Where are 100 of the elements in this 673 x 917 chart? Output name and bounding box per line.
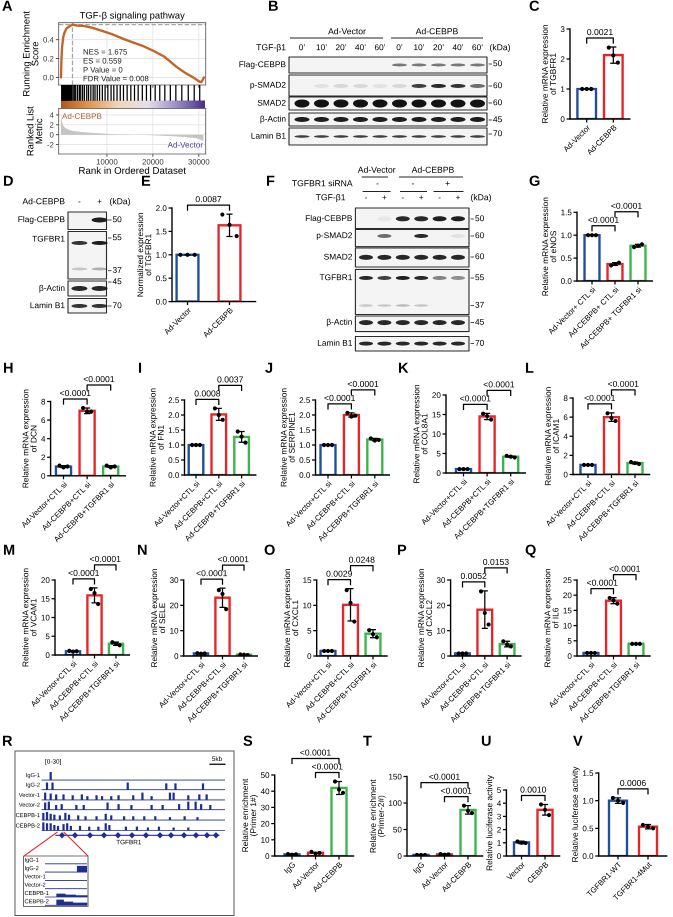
y-tick-label: 20 <box>41 577 50 583</box>
y-tick-label: 1.0 <box>156 252 167 258</box>
category-label: 45 <box>475 319 484 325</box>
y-tick-label: 0.0 <box>560 278 572 284</box>
text: L <box>526 362 534 373</box>
y-tick-label: 10 <box>261 837 270 843</box>
y-tick-label: 2.0 <box>300 412 310 418</box>
category-label: 55 <box>112 234 122 240</box>
y-tick-label: 20 <box>261 820 270 827</box>
text: (kDa) <box>490 44 510 52</box>
text: <0.0001 <box>68 570 100 576</box>
text: O <box>264 544 275 555</box>
y-tick-label: 2.0 <box>156 205 167 211</box>
category-label: Flag-CEBPB <box>239 61 286 69</box>
y-tick-label: 0 <box>441 653 446 659</box>
text: 0.0029 <box>326 570 352 577</box>
category-label: TGFBR1 <box>320 274 352 280</box>
annotation: 0.0006 <box>620 780 646 786</box>
y-tick-label: 4 <box>564 434 568 440</box>
text: <0.0001 <box>608 380 639 387</box>
text: 0.0087 <box>196 196 222 202</box>
text: Ad-CEBPB <box>22 198 65 204</box>
y-tick-label: 1.5 <box>561 210 572 216</box>
y-axis-title: Relative enrichment (Primer 1#) <box>242 778 258 852</box>
text: <0.0001 <box>611 202 642 209</box>
text: Ad-Vector <box>328 28 366 34</box>
y-tick-label: 0.0 <box>582 853 594 859</box>
annotation: 0.0021 <box>587 29 613 36</box>
text: C <box>530 0 540 11</box>
text: Q <box>526 544 536 558</box>
y-tick-label: 30 <box>436 577 446 583</box>
y-tick-label: 40 <box>260 788 270 794</box>
category-label: Lamin B1 <box>30 302 65 308</box>
text: H <box>4 362 13 373</box>
category-label: + <box>456 195 460 200</box>
category-label: + <box>419 195 424 200</box>
category-label: 60 <box>475 253 484 260</box>
text: (kDa) <box>110 198 130 206</box>
category-label: 70 <box>112 302 122 308</box>
category-label: p-SMAD2 <box>250 82 286 90</box>
y-tick-label: 15 <box>303 577 312 583</box>
text: TGF-β1 <box>316 194 346 202</box>
text: S <box>243 736 252 746</box>
y-tick-label: 2 <box>560 56 564 62</box>
y-tick-label: 5 <box>436 450 441 456</box>
y-tick-label: 50 <box>260 772 270 778</box>
text: TGFBR1 siRNA <box>292 180 353 186</box>
category-label: 50 <box>112 216 122 222</box>
annotation: <0.0001 <box>460 395 491 402</box>
category-label: TGFBR1 <box>32 236 65 242</box>
y-axis-title: Ranked List Metric <box>26 106 42 156</box>
category-label: 45 <box>493 116 502 122</box>
text: 0.0052 <box>460 572 486 579</box>
category-label: Flag-CEBPB <box>18 216 65 224</box>
category-label: p-SMAD2 <box>316 232 352 240</box>
y-tick-label: 0 <box>497 853 501 859</box>
y-tick-label: 0.5 <box>582 826 594 832</box>
text: 0.0008 <box>194 390 220 396</box>
y-tick-label: 15 <box>42 596 50 602</box>
y-tick-label: 1.0 <box>300 442 310 448</box>
category-label: 60 <box>475 232 484 238</box>
y-tick-label: 10 <box>303 602 312 608</box>
y-tick-label: 0 <box>436 470 441 476</box>
y-tick-label: 10 <box>42 614 50 620</box>
y-tick-label: 50 <box>393 826 402 832</box>
text: D <box>4 176 13 186</box>
y-tick-label: 1.0 <box>582 798 594 804</box>
y-tick-label: 25 <box>563 577 572 583</box>
category-label: + <box>98 199 102 204</box>
text: U <box>482 736 491 746</box>
y-tick-label: 0.5 <box>168 457 180 463</box>
y-tick-label: 0 <box>307 653 312 659</box>
y-tick-label: 20 <box>436 602 446 608</box>
y-tick-label: 2.5 <box>168 397 180 403</box>
text: TGF-β1 <box>256 44 286 52</box>
category-label: 60’ <box>374 44 386 50</box>
y-tick-label: 8 <box>41 398 46 404</box>
y-tick-label: 2.5 <box>300 397 310 403</box>
category-label: + <box>382 195 386 200</box>
category-label: 50 <box>475 215 484 222</box>
category-label: 0’ <box>299 44 305 50</box>
category-label: 60 <box>493 99 502 106</box>
category-label: Flag-CEBPB <box>306 214 352 223</box>
y-axis-title: Relative mRNA expression of IL6 <box>544 568 558 667</box>
annotation: <0.0001 <box>429 774 460 780</box>
category-label: 70 <box>475 340 484 346</box>
annotation: <0.0001 <box>586 580 618 586</box>
y-axis-title: Relative luciferase activity <box>572 766 580 862</box>
text: A <box>2 0 12 11</box>
category-label: 20’ <box>433 44 444 50</box>
y-axis-title: Relative mRNA expression of CXCL2 <box>418 568 432 667</box>
y-tick-label: 2 <box>41 454 46 460</box>
y-tick-label: 1.5 <box>300 427 310 433</box>
y-tick-label: 30 <box>260 804 270 810</box>
y-axis-title: Relative mRNA expression of TGBFR1 <box>542 24 556 123</box>
y-axis-title: Relative mRNA expression of ICAM1 <box>544 387 559 486</box>
text: <0.0001 <box>218 556 249 562</box>
text: M <box>4 544 14 555</box>
y-tick-label: 1.0 <box>168 442 180 448</box>
text: P <box>398 544 406 555</box>
